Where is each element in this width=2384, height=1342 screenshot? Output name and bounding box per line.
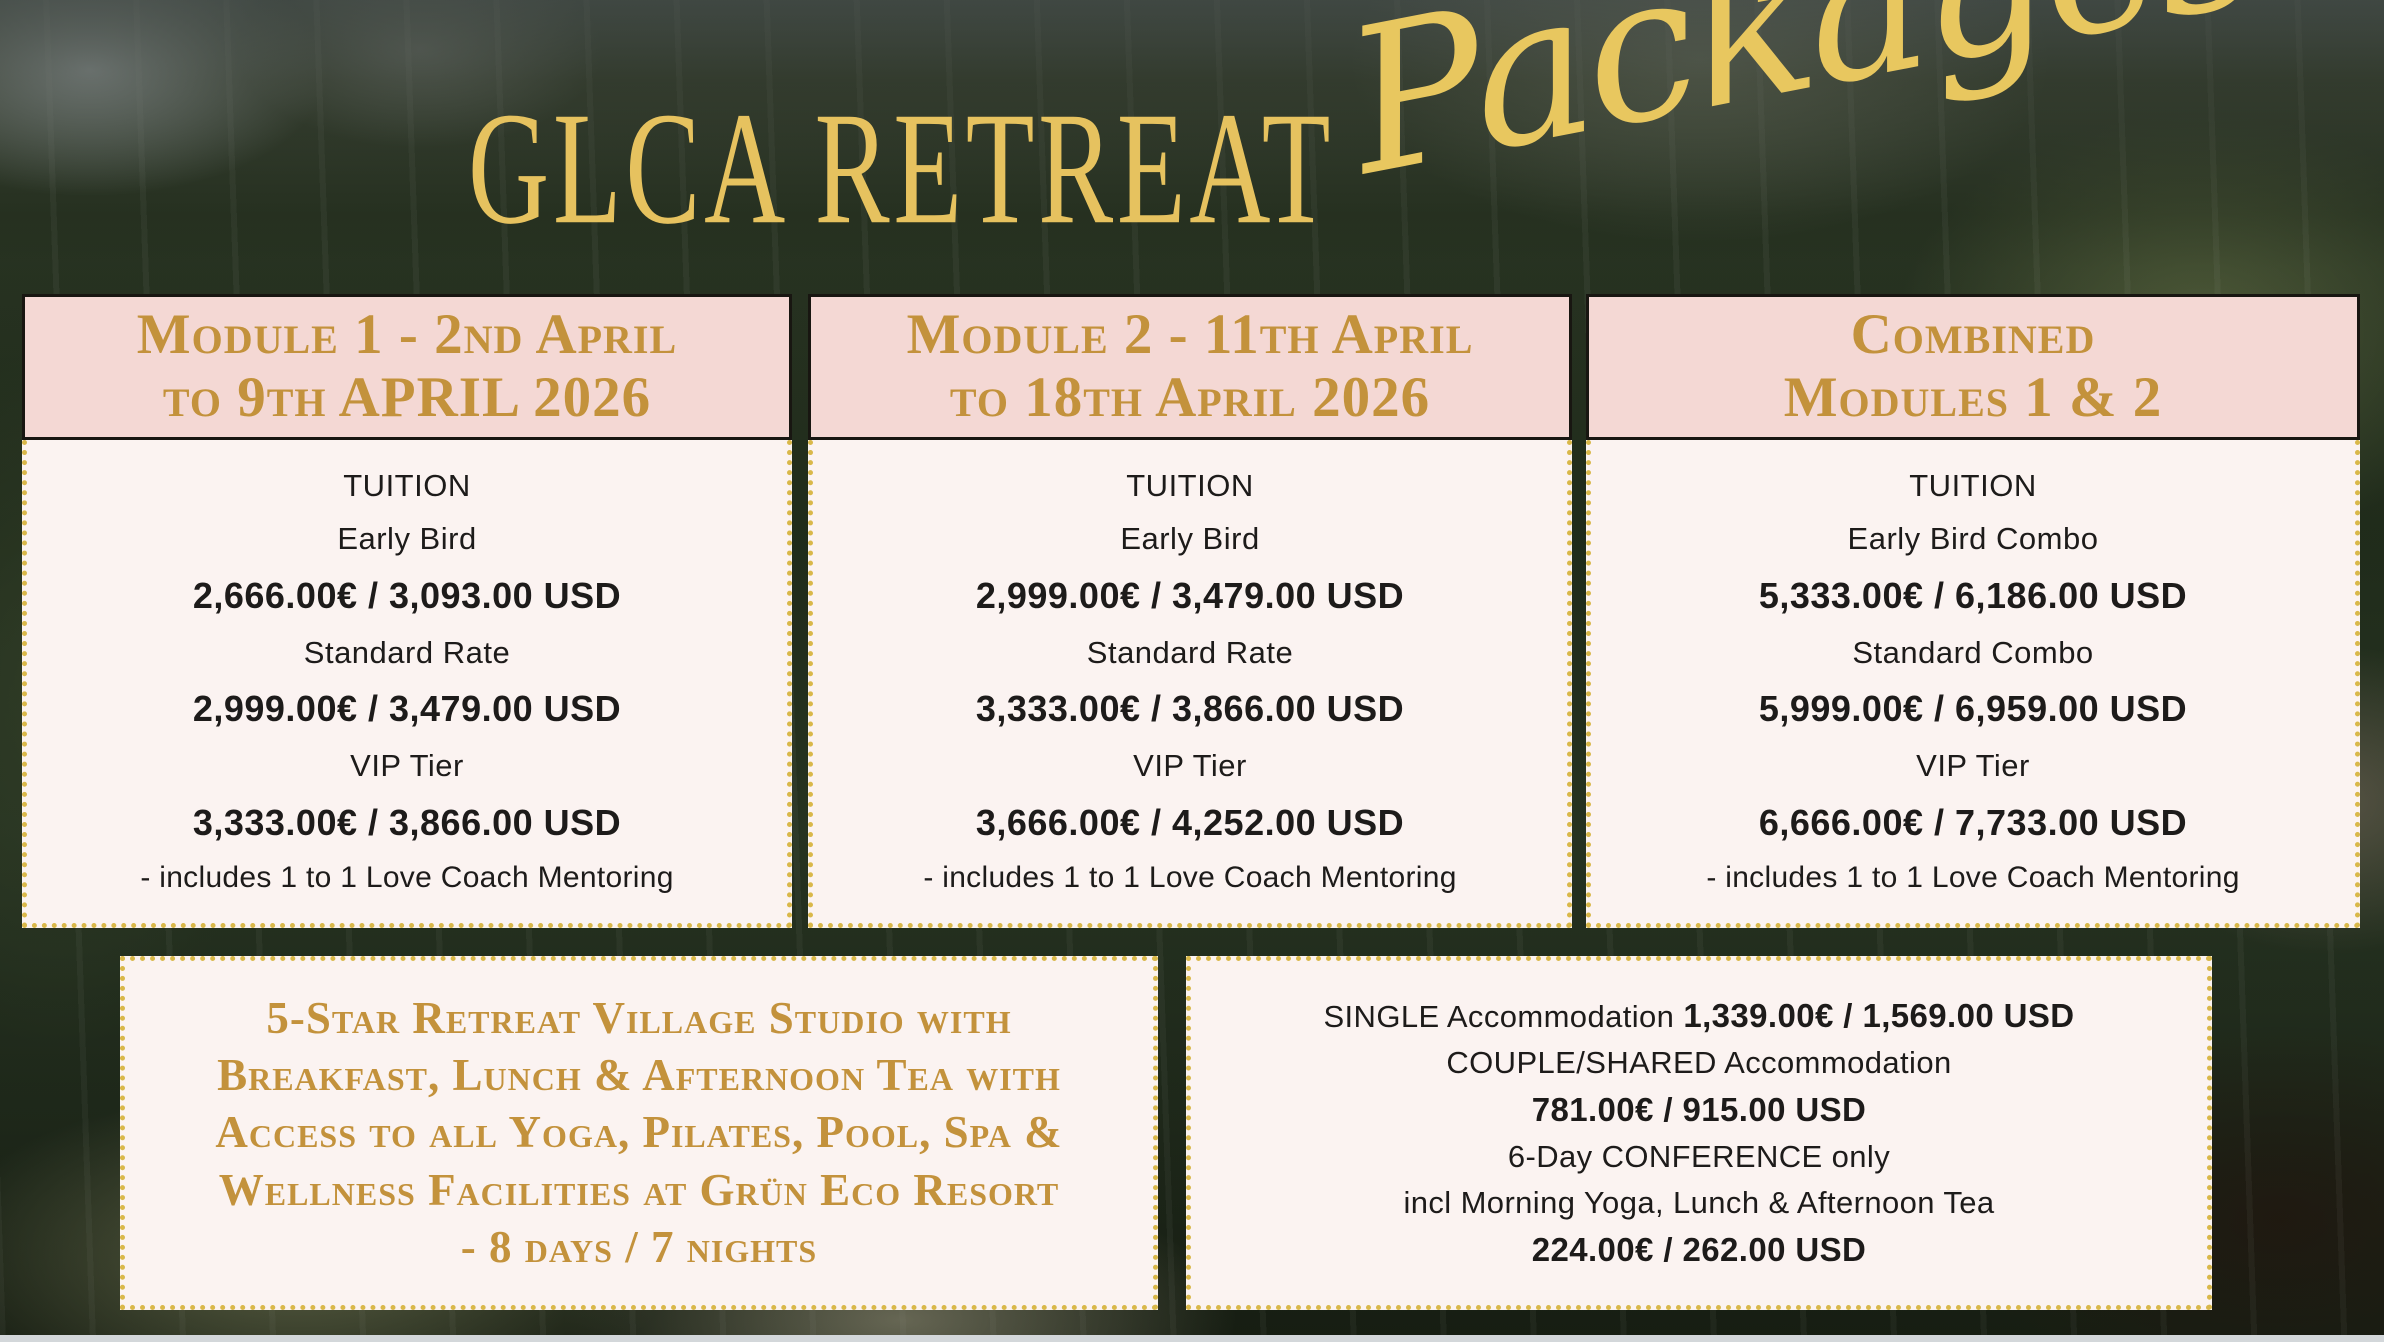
retreat-info-line-2: Breakfast, Lunch & Afternoon Tea with xyxy=(217,1050,1061,1101)
standard-rate-price: 2,999.00€ / 3,479.00 USD xyxy=(192,688,622,730)
combined-modules-card: Combined Modules 1 & 2 TUITION Early Bir… xyxy=(1586,294,2360,928)
mentoring-note: - includes 1 to 1 Love Coach Mentoring xyxy=(923,861,1457,895)
conference-detail: incl Morning Yoga, Lunch & Afternoon Tea xyxy=(1403,1185,1995,1220)
module-1-header-line-2: to 9th APRIL 2026 xyxy=(162,366,652,429)
couple-shared-label: COUPLE/SHARED Accommodation xyxy=(1446,1045,1952,1080)
conference-price: 224.00€ / 262.00 USD xyxy=(1531,1231,1867,1268)
accommodation-pricing-box: SINGLE Accommodation 1,339.00€ / 1,569.0… xyxy=(1186,956,2212,1310)
module-1-pricing: TUITION Early Bird 2,666.00€ / 3,093.00 … xyxy=(22,440,792,928)
standard-combo-label: Standard Combo xyxy=(1852,634,2094,670)
module-2-header-line-2: to 18th April 2026 xyxy=(949,366,1431,429)
standard-rate-label: Standard Rate xyxy=(1086,634,1294,670)
couple-shared-price: 781.00€ / 915.00 USD xyxy=(1531,1091,1867,1128)
standard-combo-price: 5,999.00€ / 6,959.00 USD xyxy=(1758,688,2188,730)
vip-tier-label: VIP Tier xyxy=(1133,747,1247,783)
combined-header-line-2: Modules 1 & 2 xyxy=(1783,366,2163,429)
combined-modules-pricing: TUITION Early Bird Combo 5,333.00€ / 6,1… xyxy=(1586,440,2360,928)
early-bird-label: Early Bird xyxy=(1120,521,1260,557)
bottom-edge-strip xyxy=(0,1335,2384,1342)
conference-only-label: 6-Day CONFERENCE only xyxy=(1507,1139,1891,1174)
vip-tier-price: 6,666.00€ / 7,733.00 USD xyxy=(1758,801,2188,843)
single-accommodation-price: 1,339.00€ / 1,569.00 USD xyxy=(1683,997,2075,1034)
module-2-pricing: TUITION Early Bird 2,999.00€ / 3,479.00 … xyxy=(808,440,1572,928)
standard-rate-price: 3,333.00€ / 3,866.00 USD xyxy=(975,688,1405,730)
early-bird-price: 2,666.00€ / 3,093.00 USD xyxy=(192,574,622,616)
mentoring-note: - includes 1 to 1 Love Coach Mentoring xyxy=(140,861,674,895)
tuition-label: TUITION xyxy=(1126,467,1254,503)
vip-tier-label: VIP Tier xyxy=(350,747,464,783)
early-bird-label: Early Bird xyxy=(337,521,477,557)
early-bird-combo-price: 5,333.00€ / 6,186.00 USD xyxy=(1758,574,2188,616)
single-accommodation-line: SINGLE Accommodation 1,339.00€ / 1,569.0… xyxy=(1323,997,2074,1035)
module-1-header: Module 1 - 2nd April to 9th APRIL 2026 xyxy=(22,294,792,440)
module-2-card: Module 2 - 11th April to 18th April 2026… xyxy=(808,294,1572,928)
page-title: GLCA RETREAT xyxy=(468,79,1335,258)
single-accommodation-label: SINGLE Accommodation xyxy=(1323,999,1684,1034)
module-2-header: Module 2 - 11th April to 18th April 2026 xyxy=(808,294,1572,440)
retreat-info-line-4: Wellness Facilities at Grün Eco Resort xyxy=(218,1164,1060,1215)
vip-tier-label: VIP Tier xyxy=(1916,747,2030,783)
vip-tier-price: 3,666.00€ / 4,252.00 USD xyxy=(975,801,1405,843)
retreat-village-info-box: 5-Star Retreat Village Studio with Break… xyxy=(120,956,1158,1310)
vip-tier-price: 3,333.00€ / 3,866.00 USD xyxy=(192,801,622,843)
combined-header-line-1: Combined xyxy=(1850,303,2096,367)
standard-rate-label: Standard Rate xyxy=(303,634,511,670)
mentoring-note: - includes 1 to 1 Love Coach Mentoring xyxy=(1706,861,2240,895)
early-bird-combo-label: Early Bird Combo xyxy=(1847,521,2099,557)
module-1-header-line-1: Module 1 - 2nd April xyxy=(136,303,678,367)
tuition-label: TUITION xyxy=(1909,467,2037,503)
module-1-card: Module 1 - 2nd April to 9th APRIL 2026 T… xyxy=(22,294,792,928)
retreat-info-line-1: 5-Star Retreat Village Studio with xyxy=(266,993,1012,1044)
retreat-info-line-3: Access to all Yoga, Pilates, Pool, Spa & xyxy=(215,1107,1063,1158)
early-bird-price: 2,999.00€ / 3,479.00 USD xyxy=(975,574,1405,616)
tuition-label: TUITION xyxy=(343,467,471,503)
module-2-header-line-1: Module 2 - 11th April xyxy=(906,303,1474,367)
combined-modules-header: Combined Modules 1 & 2 xyxy=(1586,294,2360,440)
retreat-info-line-5: - 8 days / 7 nights xyxy=(460,1221,818,1272)
